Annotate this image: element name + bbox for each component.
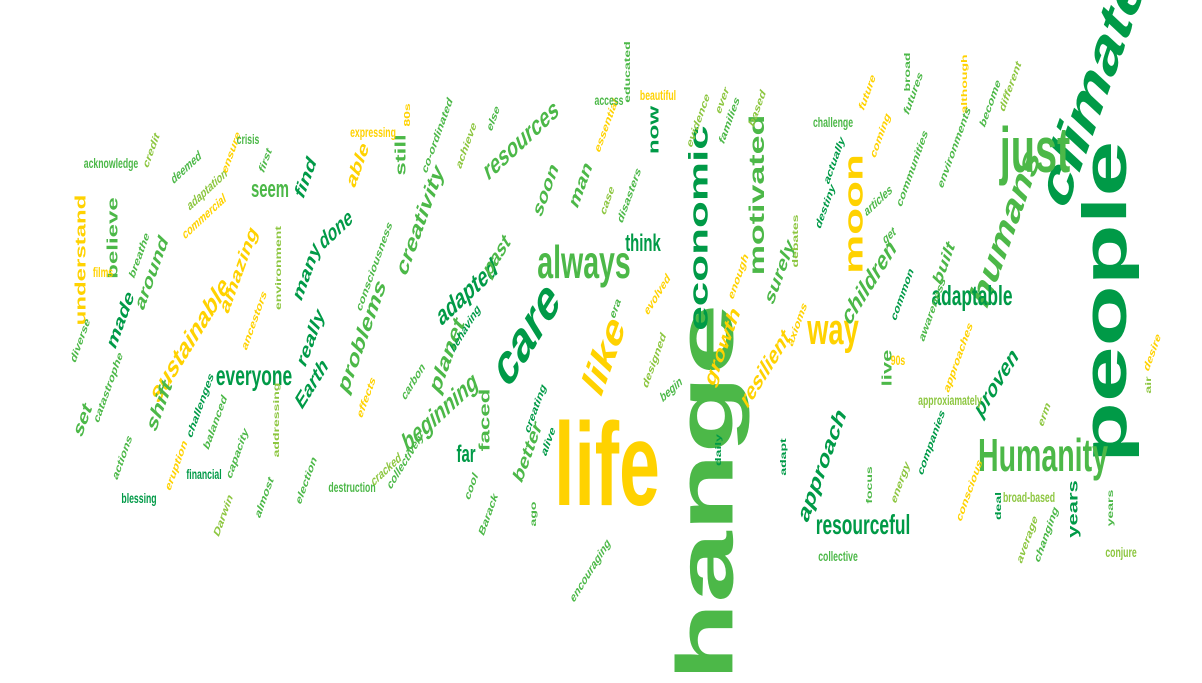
word: environments <box>935 103 973 191</box>
word: conjure <box>1105 544 1137 560</box>
word: effects <box>354 373 378 421</box>
word: motivated <box>745 114 769 276</box>
word: everyone <box>215 360 293 391</box>
word: air <box>1143 376 1153 394</box>
word: debates <box>790 214 800 268</box>
word: election <box>293 453 319 507</box>
word: financial <box>186 466 222 482</box>
word: else <box>484 102 502 134</box>
word: 90s <box>890 352 906 368</box>
word: 80s <box>402 103 412 127</box>
word: Darwin <box>211 490 235 540</box>
word: common <box>888 264 916 324</box>
word: desire <box>1141 330 1163 374</box>
word: destruction <box>328 479 376 495</box>
word: ago <box>528 501 538 527</box>
word: Humanity <box>978 429 1108 481</box>
word: Barack <box>476 489 500 539</box>
word: just <box>999 114 1071 186</box>
word: now <box>645 106 663 154</box>
word: proven <box>970 340 1022 424</box>
word: adapt <box>778 438 788 476</box>
word: soon <box>529 158 562 222</box>
word: coming <box>867 109 893 161</box>
word: adaptable <box>931 280 1013 311</box>
word: disasters <box>615 164 643 226</box>
word: expressing <box>350 124 396 140</box>
word: co-ordinated <box>419 94 455 176</box>
word: catastrophe <box>91 348 125 426</box>
word: changing <box>1032 503 1060 565</box>
word: faced <box>476 388 494 452</box>
word: man <box>565 156 596 213</box>
word: enough <box>725 250 751 302</box>
word: creativity <box>392 158 448 281</box>
word: addressing <box>271 382 281 458</box>
word: collective <box>818 548 858 564</box>
word: think <box>625 230 661 257</box>
word: beautiful <box>639 87 677 103</box>
word: far <box>456 441 476 468</box>
word: able <box>343 137 373 193</box>
word: communities <box>894 126 930 210</box>
word: approaches <box>941 318 975 396</box>
word: conscious <box>953 456 985 524</box>
word: cool <box>462 469 480 503</box>
word: daily <box>713 434 723 466</box>
word: like <box>576 304 632 406</box>
word: carbon <box>399 358 427 404</box>
word: erm <box>1035 398 1053 430</box>
word: done <box>316 203 356 256</box>
word: many <box>289 237 324 306</box>
word: still <box>392 134 410 176</box>
word: ancestors <box>239 287 269 353</box>
word: companies <box>915 406 947 478</box>
word: access <box>594 92 624 108</box>
word: encouraging <box>568 534 612 606</box>
word: past <box>480 228 514 283</box>
word: crisis <box>236 131 260 147</box>
word: find <box>291 151 320 204</box>
word: challenge <box>812 114 854 130</box>
word: approxiamately <box>918 392 982 408</box>
word: life <box>554 399 660 531</box>
word: acknowledge <box>83 155 139 171</box>
word: almost <box>252 473 276 521</box>
word: focus <box>864 466 874 504</box>
word: moon <box>838 154 869 274</box>
word: understand <box>72 194 90 326</box>
word: deemed <box>169 146 203 188</box>
word: resourceful <box>815 509 911 540</box>
word: energy <box>888 458 912 506</box>
word: credit <box>140 129 162 171</box>
word: way <box>807 305 859 354</box>
word: case <box>597 182 617 218</box>
word: axioms <box>785 299 809 349</box>
word: deal <box>993 491 1003 521</box>
word: broad <box>902 52 912 92</box>
word: educated <box>622 41 632 103</box>
word: capacity <box>224 424 250 482</box>
word: destiny <box>813 180 837 232</box>
word: achieve <box>453 118 479 172</box>
word: environment <box>273 225 283 311</box>
word: economic <box>683 125 714 331</box>
word: blessing <box>121 490 157 506</box>
word: films <box>92 264 114 280</box>
word: eruption <box>163 436 189 494</box>
word: future <box>856 70 878 114</box>
word: years <box>1105 489 1115 527</box>
word: set <box>70 397 96 442</box>
word: broad-based <box>1002 489 1056 505</box>
word: actions <box>110 431 134 483</box>
word: first <box>256 144 274 176</box>
word: always <box>537 236 631 288</box>
word: seem <box>250 176 290 203</box>
word: years <box>1064 480 1081 538</box>
word: get <box>880 222 898 248</box>
